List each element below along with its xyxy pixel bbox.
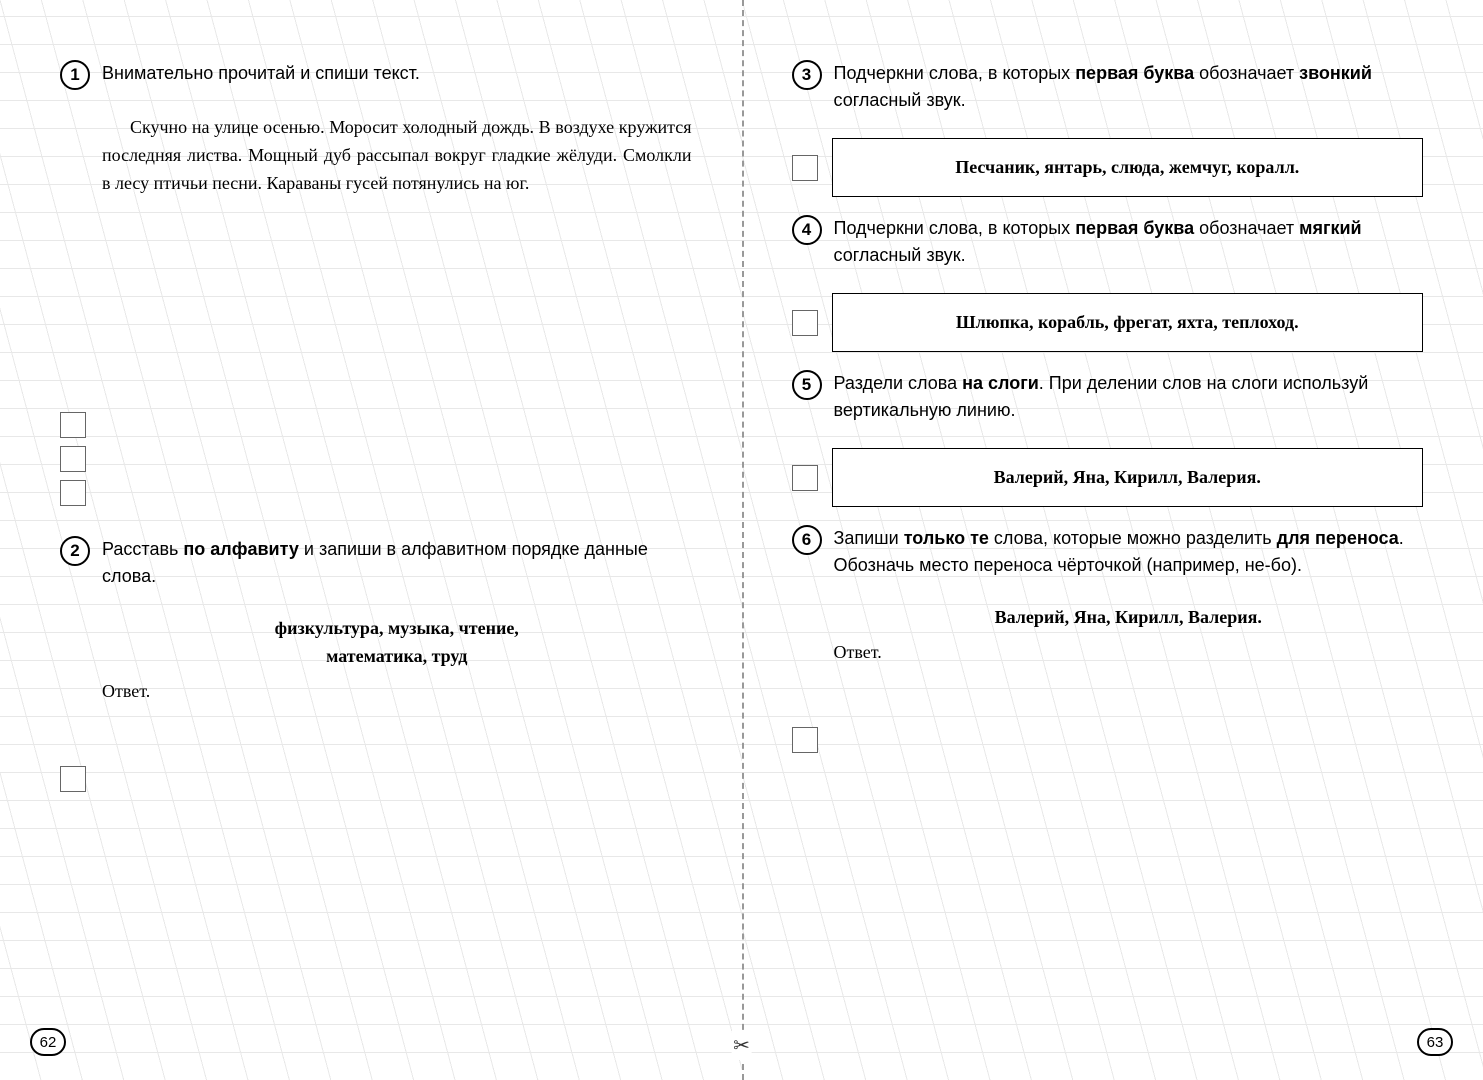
task-3-number: 3: [792, 60, 822, 90]
text-bold: первая буква: [1075, 218, 1194, 238]
task-6-number: 6: [792, 525, 822, 555]
checkbox[interactable]: [792, 465, 818, 491]
task-4-number: 4: [792, 215, 822, 245]
task-2-answer-label: Ответ.: [102, 681, 692, 702]
task-5: 5 Раздели слова на слоги. При делении сл…: [792, 370, 1424, 424]
task-3-instruction: Подчеркни слова, в которых первая буква …: [834, 60, 1424, 114]
text: Запиши: [834, 528, 904, 548]
task-1-checkboxes: [60, 412, 86, 506]
text: Подчеркни слова, в которых: [834, 218, 1076, 238]
task-2: 2 Расставь по алфавиту и запиши в алфави…: [60, 536, 692, 590]
task-6-answer-area[interactable]: [834, 663, 1424, 753]
task-3-box-row: Песчаник, янтарь, слюда, жемчуг, коралл.: [792, 138, 1424, 197]
text-bold: на слоги: [962, 373, 1039, 393]
checkbox[interactable]: [60, 480, 86, 506]
checkbox[interactable]: [792, 310, 818, 336]
task-4-instruction: Подчеркни слова, в которых первая буква …: [834, 215, 1424, 269]
text: Подчеркни слова, в которых: [834, 63, 1076, 83]
text: слова, которые можно разделить: [989, 528, 1277, 548]
text-bold: первая буква: [1075, 63, 1194, 83]
words-line: математика, труд: [102, 642, 692, 671]
text: обозначает: [1194, 218, 1299, 238]
page-divider: [742, 0, 744, 1080]
task-6-answer-label: Ответ.: [834, 642, 1424, 663]
checkbox[interactable]: [60, 446, 86, 472]
task-5-box-row: Валерий, Яна, Кирилл, Валерия.: [792, 448, 1424, 507]
checkbox[interactable]: [60, 766, 86, 792]
task-6-instruction: Запиши только те слова, которые можно ра…: [834, 525, 1424, 579]
task-3: 3 Подчеркни слова, в которых первая букв…: [792, 60, 1424, 114]
page-spread: 1 Внимательно прочитай и спиши текст. Ск…: [0, 0, 1483, 1080]
text: обозначает: [1194, 63, 1299, 83]
text-bold: для переноса: [1277, 528, 1399, 548]
scissors-icon: ✂: [731, 1031, 752, 1060]
checkbox[interactable]: [792, 155, 818, 181]
text: Расставь: [102, 539, 183, 559]
task-1-instruction: Внимательно прочитай и спиши текст.: [102, 60, 692, 87]
checkbox[interactable]: [60, 412, 86, 438]
task-6: 6 Запиши только те слова, которые можно …: [792, 525, 1424, 579]
task-5-box: Валерий, Яна, Кирилл, Валерия.: [832, 448, 1424, 507]
left-page: 1 Внимательно прочитай и спиши текст. Ск…: [0, 0, 742, 1080]
task-1: 1 Внимательно прочитай и спиши текст.: [60, 60, 692, 90]
task-6-words: Валерий, Яна, Кирилл, Валерия.: [834, 603, 1424, 632]
task-2-words: физкультура, музыка, чтение, математика,…: [102, 614, 692, 672]
page-number-right: 63: [1417, 1028, 1453, 1056]
task-2-instruction: Расставь по алфавиту и запиши в алфавитн…: [102, 536, 692, 590]
words-line: физкультура, музыка, чтение,: [102, 614, 692, 643]
task-4-box: Шлюпка, корабль, фрегат, яхта, теплоход.: [832, 293, 1424, 352]
task-5-number: 5: [792, 370, 822, 400]
task-4-box-row: Шлюпка, корабль, фрегат, яхта, теплоход.: [792, 293, 1424, 352]
text-bold: только те: [904, 528, 989, 548]
task-2-number: 2: [60, 536, 90, 566]
text-bold: мягкий: [1299, 218, 1361, 238]
task-2-answer-area[interactable]: [102, 702, 692, 792]
task-5-instruction: Раздели слова на слоги. При делении слов…: [834, 370, 1424, 424]
page-number-left: 62: [30, 1028, 66, 1056]
right-page: 3 Подчеркни слова, в которых первая букв…: [742, 0, 1483, 1080]
text: согласный звук.: [834, 245, 966, 265]
checkbox[interactable]: [792, 727, 818, 753]
text: Раздели слова: [834, 373, 963, 393]
task-4: 4 Подчеркни слова, в которых первая букв…: [792, 215, 1424, 269]
task-1-writing-area[interactable]: [102, 216, 692, 516]
text-bold: звонкий: [1299, 63, 1372, 83]
writing-lines: [102, 216, 692, 516]
task-1-text: Скучно на улице осенью. Моросит холодный…: [102, 114, 692, 198]
task-1-number: 1: [60, 60, 90, 90]
task-3-box: Песчаник, янтарь, слюда, жемчуг, коралл.: [832, 138, 1424, 197]
text: согласный звук.: [834, 90, 966, 110]
text-bold: по алфавиту: [183, 539, 298, 559]
